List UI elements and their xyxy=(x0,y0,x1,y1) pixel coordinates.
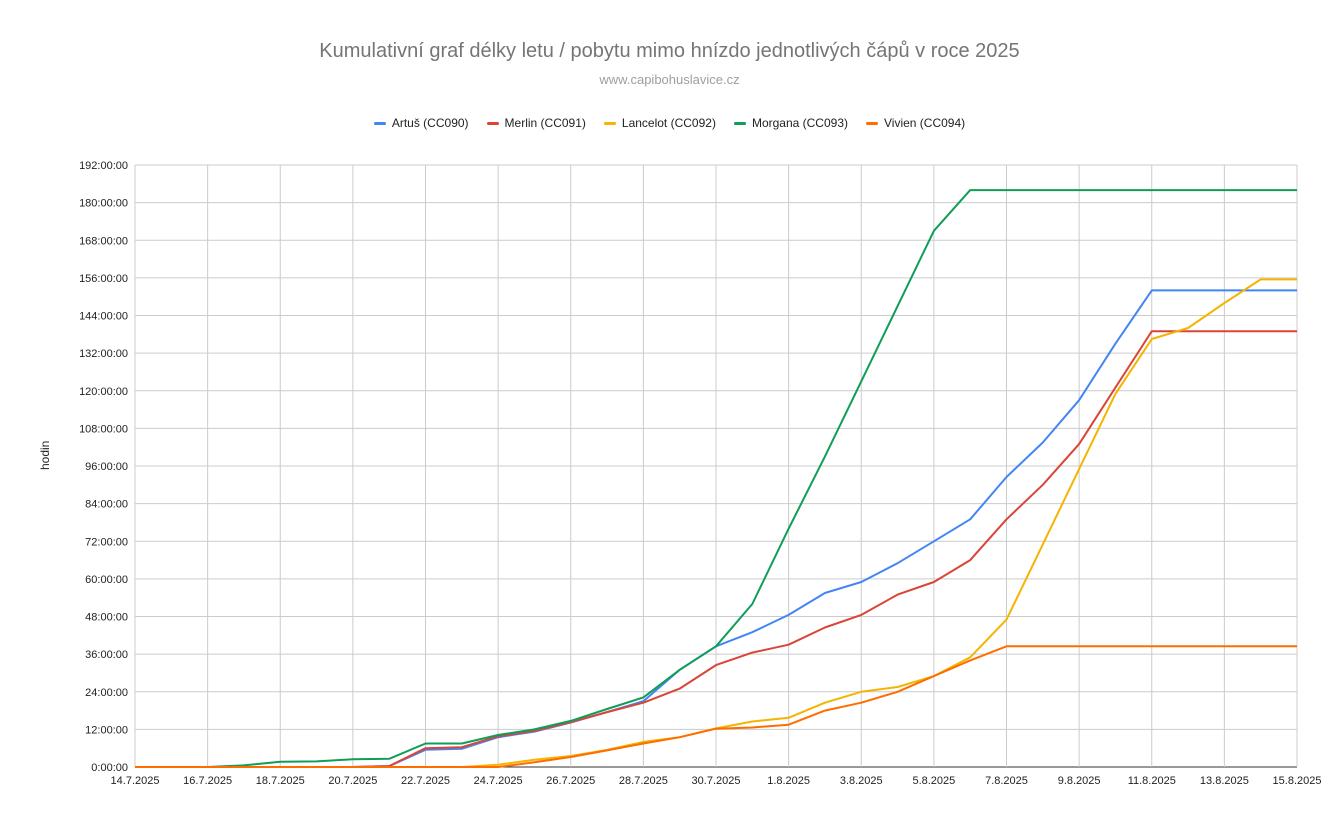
legend-item: Merlin (CC091) xyxy=(486,116,586,130)
legend-swatch xyxy=(373,121,386,125)
x-tick-label: 28.7.2025 xyxy=(619,775,668,787)
legend-item: Lancelot (CC092) xyxy=(603,116,716,130)
x-tick-label: 24.7.2025 xyxy=(474,775,523,787)
legend-swatch xyxy=(733,121,746,125)
y-tick-label: 36:00:00 xyxy=(85,649,128,661)
y-tick-label: 48:00:00 xyxy=(85,612,128,624)
y-tick-label: 0:00:00 xyxy=(91,762,128,774)
y-tick-label: 24:00:00 xyxy=(85,687,128,699)
y-tick-label: 120:00:00 xyxy=(79,386,128,398)
x-tick-label: 18.7.2025 xyxy=(256,775,305,787)
x-tick-label: 11.8.2025 xyxy=(1128,775,1176,787)
legend-label: Merlin (CC091) xyxy=(504,116,586,130)
legend-label: Artuš (CC090) xyxy=(391,116,469,130)
legend-swatch xyxy=(603,121,616,125)
legend-item: Vivien (CC094) xyxy=(866,116,965,130)
legend: Artuš (CC090) Merlin (CC091) Lancelot (CC0… xyxy=(0,116,1339,130)
x-tick-label: 26.7.2025 xyxy=(546,775,595,787)
legend-label: Morgana (CC093) xyxy=(751,116,848,130)
x-tick-label: 20.7.2025 xyxy=(328,775,377,787)
legend-swatch xyxy=(486,121,499,125)
x-tick-label: 9.8.2025 xyxy=(1058,775,1101,787)
x-tick-label: 7.8.2025 xyxy=(985,775,1028,787)
x-tick-label: 30.7.2025 xyxy=(692,775,741,787)
y-tick-label: 180:00:00 xyxy=(79,198,128,210)
x-tick-label: 14.7.2025 xyxy=(111,775,160,787)
series-line-3 xyxy=(135,189,1297,768)
y-tick-label: 84:00:00 xyxy=(85,499,128,511)
y-tick-label: 144:00:00 xyxy=(79,311,128,323)
y-tick-label: 156:00:00 xyxy=(79,273,128,285)
y-tick-label: 96:00:00 xyxy=(85,461,128,473)
chart-subtitle: www.capibohuslavice.cz xyxy=(599,72,740,87)
x-tick-label: 1.8.2025 xyxy=(767,775,810,787)
x-tick-label: 15.8.2025 xyxy=(1273,775,1322,787)
legend-item: Artuš (CC090) xyxy=(373,116,469,130)
legend-swatch xyxy=(866,121,878,125)
x-tick-label: 5.8.2025 xyxy=(912,775,955,787)
y-tick-label: 60:00:00 xyxy=(85,574,128,586)
y-tick-label: 12:00:00 xyxy=(85,724,128,736)
x-tick-label: 3.8.2025 xyxy=(840,775,883,787)
y-tick-label: 108:00:00 xyxy=(79,423,128,435)
y-tick-label: 168:00:00 xyxy=(79,235,128,247)
series-line-4 xyxy=(135,645,1297,768)
x-tick-label: 22.7.2025 xyxy=(401,775,450,787)
legend-label: Lancelot (CC092) xyxy=(621,116,716,130)
y-tick-label: 132:00:00 xyxy=(79,348,128,360)
y-tick-label: 192:00:00 xyxy=(79,160,128,172)
y-tick-label: 72:00:00 xyxy=(85,536,128,548)
x-tick-label: 16.7.2025 xyxy=(183,775,232,787)
chart-title: Kumulativní graf délky letu / pobytu mim… xyxy=(319,40,1020,62)
legend-item: Morgana (CC093) xyxy=(733,116,848,130)
legend-label: Vivien (CC094) xyxy=(884,116,966,130)
x-tick-label: 13.8.2025 xyxy=(1200,775,1249,787)
